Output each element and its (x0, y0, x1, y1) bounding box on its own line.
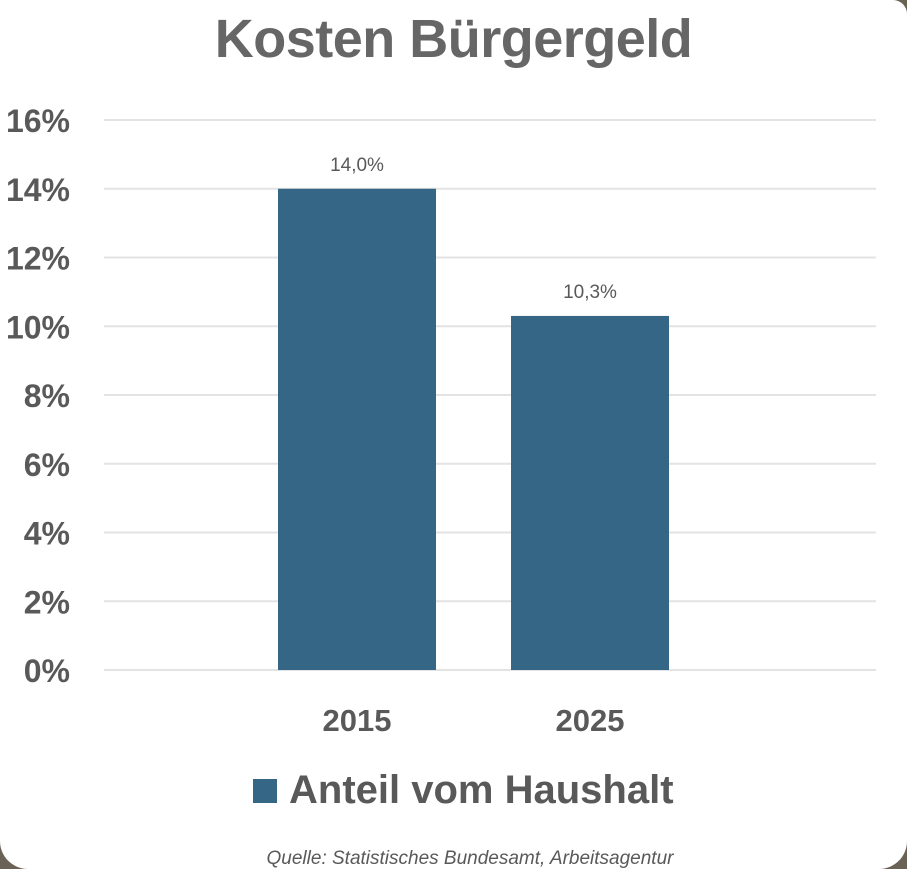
y-tick-label: 8% (24, 378, 70, 414)
legend: Anteil vom Haushalt (253, 768, 674, 813)
gridlines (104, 119, 876, 671)
y-tick-label: 4% (24, 516, 70, 552)
x-tick-label: 2025 (556, 703, 625, 738)
x-axis-ticks: 2015 2025 (323, 703, 625, 738)
y-tick-label: 2% (24, 584, 70, 620)
data-label: 14,0% (330, 155, 384, 176)
bar-2025 (511, 315, 669, 670)
y-tick-label: 14% (6, 172, 70, 208)
chart-title: Kosten Bürgergeld (214, 9, 693, 69)
legend-label: Anteil vom Haushalt (289, 768, 674, 812)
data-labels: 14,0% 10,3% (330, 155, 617, 303)
y-tick-label: 6% (24, 447, 70, 483)
bar-2015 (278, 188, 436, 670)
x-tick-label: 2015 (323, 703, 392, 738)
y-tick-label: 10% (6, 309, 70, 345)
y-tick-label: 0% (24, 653, 70, 689)
y-tick-label: 16% (6, 103, 70, 139)
y-tick-label: 12% (6, 241, 70, 277)
source-note: Quelle: Statistisches Bundesamt, Arbeits… (266, 848, 674, 869)
data-label: 10,3% (563, 282, 617, 303)
legend-swatch (253, 778, 277, 803)
bars (278, 188, 669, 670)
y-axis-ticks: 0% 2% 4% 6% 8% 10% 12% 14% 16% (6, 103, 70, 689)
